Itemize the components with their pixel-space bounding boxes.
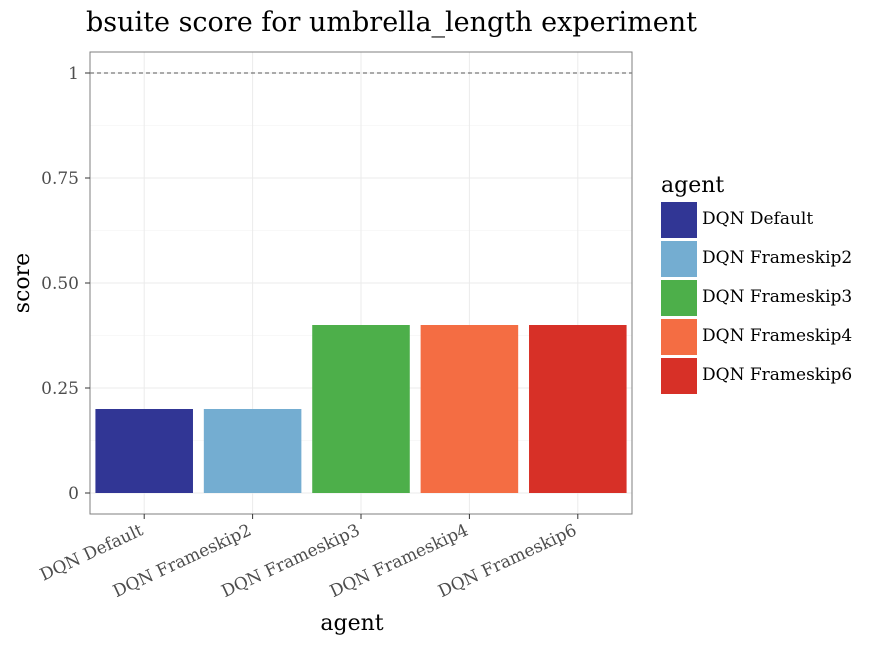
y-axis: 0 0.25 0.50 0.75 1 (41, 64, 90, 504)
legend-label-4: DQN Frameskip4 (702, 326, 852, 346)
bar-2 (203, 409, 302, 493)
legend-label-2: DQN Frameskip2 (702, 248, 852, 268)
bars-layer (95, 325, 627, 493)
y-tick-label: 1 (68, 64, 79, 84)
y-tick-label: 0.75 (41, 169, 79, 189)
y-tick-label: 0.50 (41, 274, 79, 294)
legend-key-1 (661, 202, 697, 238)
legend-key-5 (661, 358, 697, 394)
legend-key-2 (661, 241, 697, 277)
y-tick-label: 0 (68, 484, 79, 504)
legend-label-3: DQN Frameskip3 (702, 287, 852, 307)
y-tick-label: 0.25 (41, 379, 79, 399)
legend-key-3 (661, 280, 697, 316)
legend-label-1: DQN Default (702, 209, 813, 229)
legend-label-5: DQN Frameskip6 (702, 365, 852, 385)
bar-5 (529, 325, 627, 493)
legend-key-4 (661, 319, 697, 355)
bar-1 (95, 409, 193, 493)
chart-title: bsuite score for umbrella_length experim… (86, 7, 697, 38)
legend-title: agent (661, 173, 724, 198)
y-axis-title: score (10, 253, 35, 313)
bar-4 (420, 325, 519, 493)
legend: agent DQN Default DQN Frameskip2 DQN Frame… (661, 173, 852, 394)
x-axis-title: agent (320, 611, 383, 636)
bar-3 (312, 325, 410, 493)
